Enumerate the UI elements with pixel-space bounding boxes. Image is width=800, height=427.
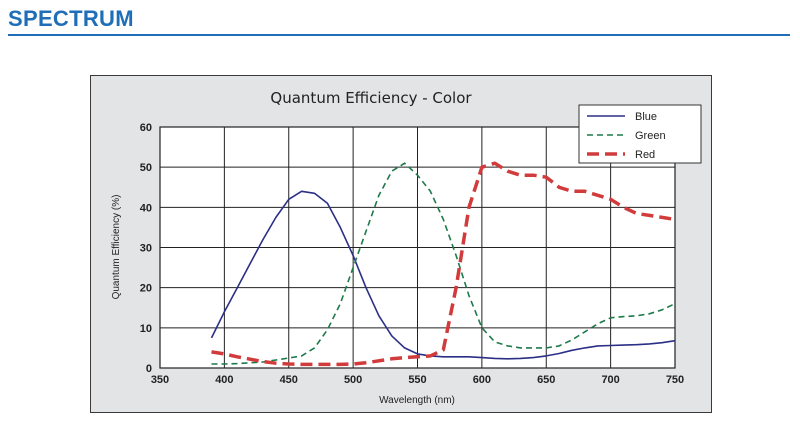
y-tick-label: 0 xyxy=(146,363,152,375)
x-tick-label: 700 xyxy=(601,374,619,386)
legend: Blue Green Red xyxy=(578,104,702,164)
series-line-red xyxy=(211,161,676,367)
series-lines xyxy=(210,161,676,367)
header-divider xyxy=(8,34,790,36)
legend-box xyxy=(578,104,702,164)
x-tick-label: 650 xyxy=(537,374,555,386)
chart-title: Quantum Efficiency - Color xyxy=(270,89,472,107)
series-line-blue xyxy=(210,190,676,360)
legend-label-red: Red xyxy=(635,149,655,161)
y-tick-label: 60 xyxy=(140,122,152,134)
qe-chart: Quantum Efficiency - Color 350 400 450 500 5… xyxy=(111,89,702,406)
series-line-green xyxy=(211,162,676,365)
y-tick-label: 50 xyxy=(140,162,152,174)
y-axis-label: Quantum Efficiency (%) xyxy=(111,195,122,300)
y-tick-label: 30 xyxy=(140,243,152,255)
page-title: SPECTRUM xyxy=(8,6,134,31)
y-tick-label: 20 xyxy=(140,283,152,295)
grid xyxy=(160,127,675,368)
y-tick-label: 10 xyxy=(140,323,152,335)
x-tick-label: 600 xyxy=(473,374,491,386)
legend-label-green: Green xyxy=(635,130,666,142)
x-axis-ticks: 350 400 450 500 550 600 650 700 750 xyxy=(151,374,684,386)
y-axis-ticks: 0 10 20 30 40 50 60 xyxy=(140,122,152,375)
x-tick-label: 450 xyxy=(280,374,298,386)
x-tick-label: 400 xyxy=(215,374,233,386)
legend-label-blue: Blue xyxy=(635,111,657,123)
x-tick-label: 350 xyxy=(151,374,169,386)
x-axis-label: Wavelength (nm) xyxy=(379,395,455,406)
chart-panel: Quantum Efficiency - Color 350 400 450 500 5… xyxy=(90,75,712,413)
y-tick-label: 40 xyxy=(140,202,152,214)
x-tick-label: 550 xyxy=(408,374,426,386)
x-tick-label: 500 xyxy=(344,374,362,386)
x-tick-label: 750 xyxy=(666,374,684,386)
